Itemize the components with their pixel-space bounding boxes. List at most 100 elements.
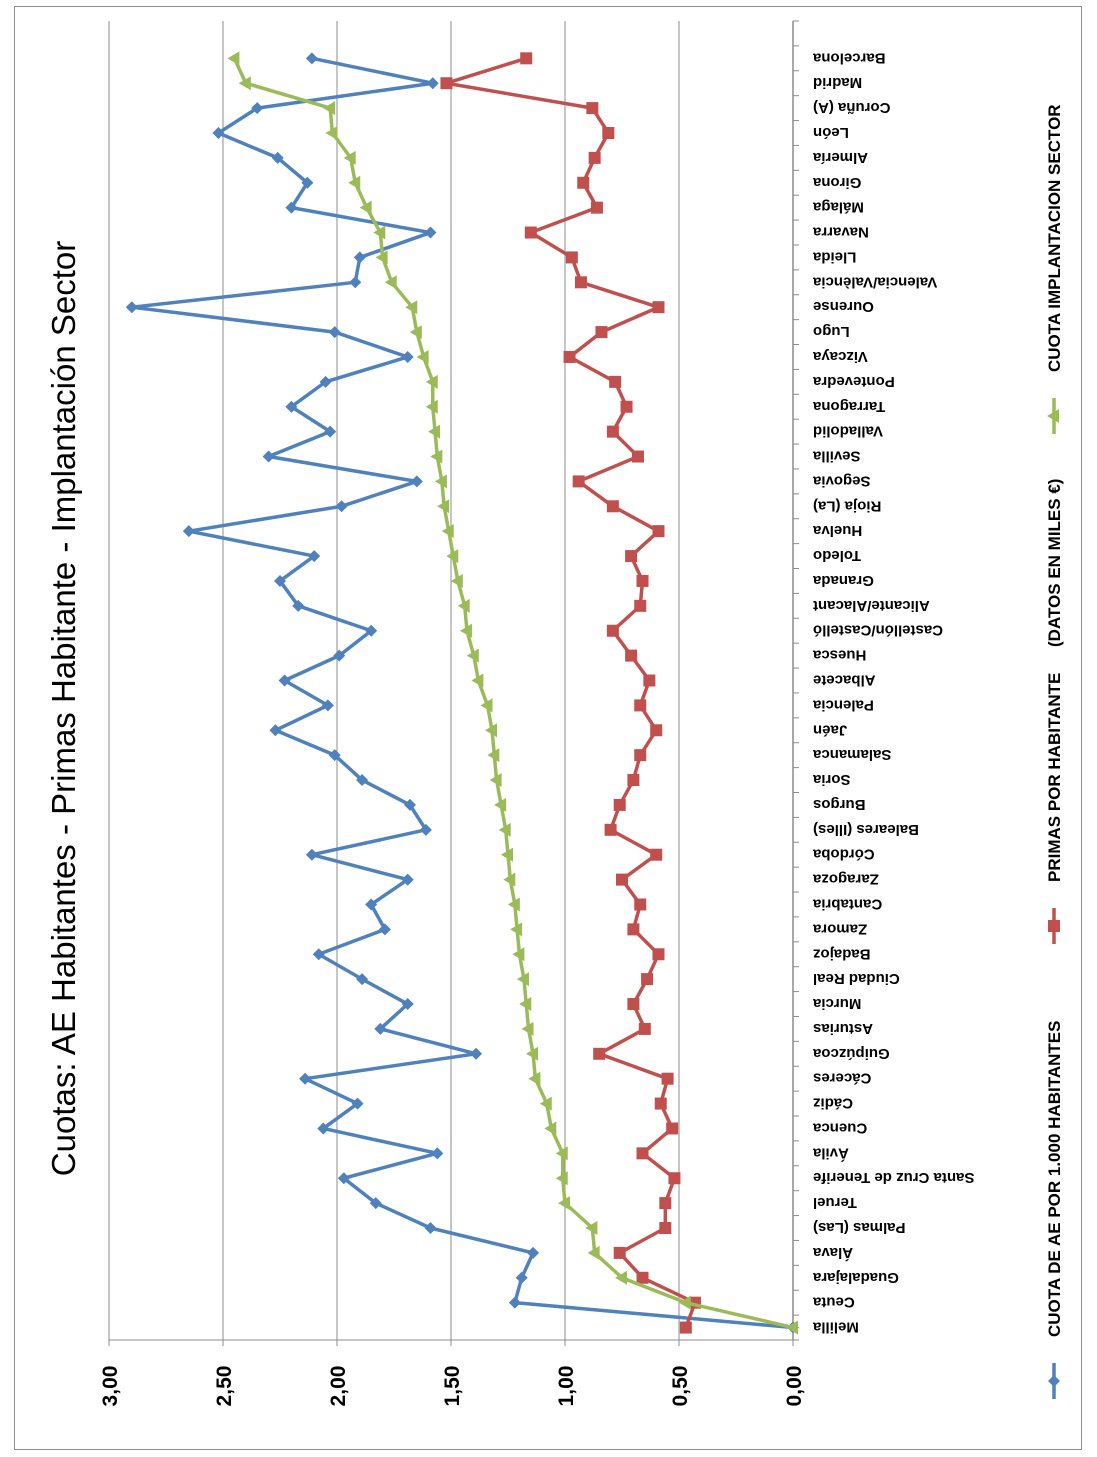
category-label: Huesca xyxy=(812,647,866,664)
data-point xyxy=(604,823,617,836)
data-point xyxy=(430,449,443,464)
category-label: Burgos xyxy=(813,796,866,813)
data-point xyxy=(634,898,647,911)
x-axis-categories: Melilla Ceuta Guadalajara Álava Palmas (Las)… xyxy=(812,49,974,1335)
data-point xyxy=(274,574,286,587)
series-line xyxy=(232,57,794,1330)
legend-label: CUOTA DE AE POR 1.000 HABITANTES xyxy=(1045,1021,1064,1337)
data-point xyxy=(369,1197,382,1210)
category-label: Coruña (A) xyxy=(813,99,891,116)
plot-area xyxy=(108,20,799,1346)
data-point xyxy=(615,1270,627,1285)
category-label: Melilla xyxy=(812,1319,859,1336)
data-point xyxy=(466,648,479,663)
data-point xyxy=(450,573,463,588)
data-point xyxy=(238,76,251,91)
data-point xyxy=(616,873,628,886)
series-layer xyxy=(125,51,799,1335)
data-point xyxy=(317,1122,330,1135)
data-point xyxy=(212,126,225,139)
category-label: Castellón/Castelló xyxy=(813,622,943,639)
data-point xyxy=(606,425,619,438)
data-point xyxy=(459,623,472,638)
data-point xyxy=(424,1222,437,1235)
y-tick-label: 1,00 xyxy=(555,1366,578,1407)
category-label: Jaén xyxy=(813,721,847,738)
category-label: Pontevedra xyxy=(812,373,894,390)
category-label: Ourense xyxy=(813,298,874,315)
category-label: Palencia xyxy=(812,696,874,713)
data-point xyxy=(666,1122,679,1135)
data-point xyxy=(555,1146,568,1161)
data-point xyxy=(323,101,336,116)
category-label: Ceuta xyxy=(812,1294,854,1311)
series-3 xyxy=(227,51,798,1335)
chart-svg: 0,00 0,50 1,00 1,50 2,00 2,50 3,00 Melilla Ceut… xyxy=(45,20,1064,1407)
category-label: Cantabria xyxy=(812,895,882,912)
data-point xyxy=(659,1222,672,1235)
data-point xyxy=(1048,1375,1060,1387)
category-label: Soria xyxy=(812,771,850,788)
data-point xyxy=(593,1047,606,1060)
data-point xyxy=(359,200,372,215)
data-point xyxy=(638,1022,651,1035)
category-label: Lleida xyxy=(812,248,856,265)
category-label: Cádiz xyxy=(813,1095,853,1112)
data-point xyxy=(440,77,453,90)
data-point xyxy=(365,624,378,637)
data-point xyxy=(609,375,622,388)
data-point xyxy=(378,923,391,936)
category-label: Cáceres xyxy=(813,1070,871,1087)
data-point xyxy=(590,201,603,214)
data-point xyxy=(349,276,362,289)
category-label: Almería xyxy=(812,149,868,166)
data-point xyxy=(416,349,429,364)
category-label: Madrid xyxy=(813,74,862,91)
data-point xyxy=(641,973,654,986)
data-point xyxy=(519,997,532,1012)
data-point xyxy=(425,399,438,414)
data-point xyxy=(375,250,388,265)
category-label: Guipúzcoa xyxy=(812,1045,889,1062)
data-point xyxy=(661,1072,674,1085)
category-label: Barcelona xyxy=(812,49,885,66)
data-point xyxy=(278,674,291,687)
data-point xyxy=(305,848,318,861)
chart-title: Cuotas: AE Habitantes - Primas Habitante… xyxy=(45,241,82,1176)
legend-label: PRIMAS POR HABITANTE xyxy=(1045,673,1064,882)
data-point xyxy=(634,699,647,712)
legend-item-3: CUOTA IMPLANTACION SECTOR xyxy=(1045,104,1064,434)
y-tick-label: 3,00 xyxy=(99,1366,122,1407)
data-point xyxy=(636,1271,649,1284)
data-point xyxy=(285,400,298,413)
data-point xyxy=(343,150,356,165)
data-point xyxy=(613,798,626,811)
data-point xyxy=(365,898,378,911)
data-point xyxy=(337,1172,350,1185)
data-point xyxy=(410,475,423,488)
data-point xyxy=(634,749,647,762)
category-label: Alicante/Alacant xyxy=(813,597,930,614)
data-point xyxy=(485,723,498,738)
data-point xyxy=(539,1096,552,1111)
legend-item-1: CUOTA DE AE POR 1.000 HABITANTES xyxy=(1045,1021,1064,1399)
data-point xyxy=(182,525,195,538)
data-point xyxy=(251,102,264,115)
data-point xyxy=(333,649,346,662)
data-point xyxy=(507,897,520,912)
data-point xyxy=(503,872,516,887)
data-point xyxy=(125,301,138,314)
data-point xyxy=(498,822,511,837)
data-point xyxy=(353,251,366,264)
data-point xyxy=(606,624,619,637)
data-point xyxy=(515,1271,528,1284)
category-label: Toledo xyxy=(813,547,861,564)
data-point xyxy=(631,450,644,463)
data-point xyxy=(586,102,599,115)
y-tick-label: 1,50 xyxy=(441,1366,464,1407)
category-label: Tarragona xyxy=(812,398,885,415)
y-axis-ticks: 0,00 0,50 1,00 1,50 2,00 2,50 3,00 xyxy=(99,1366,806,1407)
data-point xyxy=(528,1071,541,1086)
data-point xyxy=(650,724,663,737)
data-point xyxy=(613,1246,626,1259)
